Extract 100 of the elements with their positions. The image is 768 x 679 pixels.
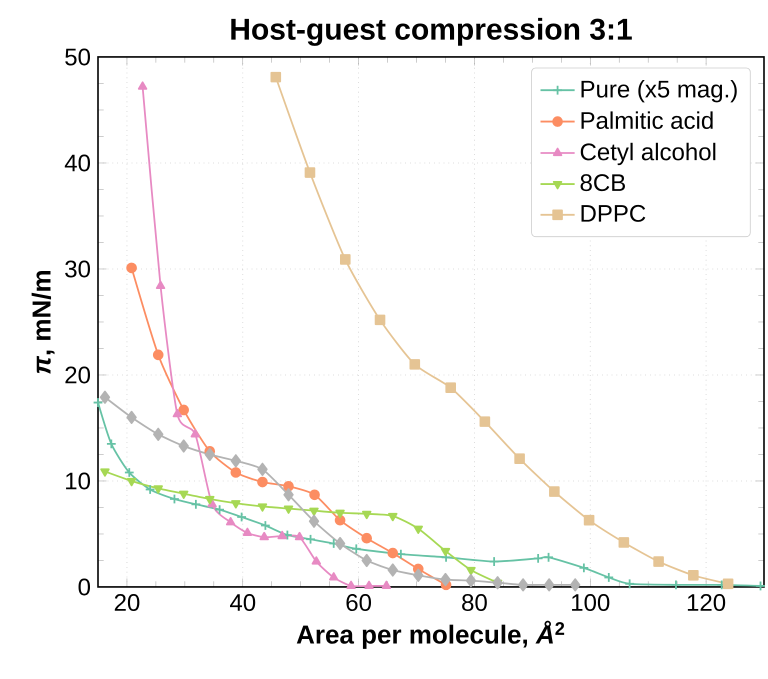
- point: [350, 544, 362, 554]
- point: [179, 490, 188, 499]
- point: [294, 532, 304, 540]
- point: [226, 517, 236, 526]
- y-tick-label: 30: [65, 260, 90, 278]
- point: [346, 580, 356, 590]
- point: [722, 578, 734, 590]
- point: [518, 578, 528, 592]
- point: [190, 429, 200, 438]
- x-tick-label: 60: [346, 594, 372, 612]
- point: [126, 262, 137, 274]
- point: [205, 496, 214, 504]
- point: [309, 489, 320, 500]
- point: [236, 512, 247, 522]
- point: [124, 467, 135, 478]
- point: [624, 578, 635, 590]
- point: [305, 534, 316, 545]
- point: [480, 416, 490, 427]
- point: [570, 578, 580, 592]
- point: [488, 556, 500, 567]
- point: [466, 566, 476, 576]
- point: [312, 556, 322, 565]
- point: [492, 576, 503, 590]
- point: [755, 580, 766, 592]
- point: [230, 454, 242, 468]
- point: [100, 390, 110, 404]
- point: [230, 467, 242, 478]
- point: [409, 359, 420, 370]
- y-tick-label: 10: [66, 472, 90, 490]
- y-tick-label: 0: [78, 578, 90, 596]
- y-tick-label: 20: [65, 366, 90, 384]
- point: [169, 494, 180, 504]
- point: [414, 526, 423, 534]
- point: [362, 510, 372, 520]
- point: [688, 570, 699, 581]
- point: [100, 468, 110, 477]
- point: [277, 530, 287, 540]
- y-axis-title: π, mN/m: [32, 271, 54, 374]
- point: [138, 81, 148, 90]
- point: [388, 563, 398, 577]
- point: [413, 568, 424, 582]
- x-tick-label: 20: [114, 594, 140, 612]
- point: [126, 410, 137, 424]
- point: [258, 503, 268, 512]
- point: [257, 462, 268, 476]
- point: [308, 514, 320, 528]
- point: [618, 537, 630, 548]
- point: [204, 448, 215, 462]
- point: [178, 404, 190, 416]
- point: [257, 476, 268, 488]
- point: [382, 580, 392, 590]
- point: [584, 514, 594, 526]
- point: [309, 508, 319, 516]
- x-tick-label: 80: [462, 594, 487, 612]
- x-tick-label: 40: [230, 594, 256, 612]
- point: [532, 553, 544, 564]
- legend-label: Pure (x5 mag.): [582, 80, 737, 102]
- point: [260, 532, 269, 540]
- point: [374, 314, 386, 326]
- point: [260, 520, 271, 531]
- point: [156, 280, 166, 290]
- point: [335, 510, 345, 518]
- point: [544, 578, 554, 592]
- x-axis-title: Area per molecule, Å$^{2}$: [296, 620, 564, 649]
- point: [270, 72, 282, 82]
- point: [334, 514, 346, 526]
- point: [340, 254, 351, 265]
- point: [284, 505, 294, 514]
- point: [178, 439, 189, 453]
- point: [514, 453, 525, 464]
- point: [466, 574, 476, 588]
- point: [364, 580, 374, 590]
- y-tick-label: 50: [65, 48, 90, 66]
- point: [578, 562, 590, 574]
- legend-label: 8CB: [580, 174, 625, 192]
- x-tick-label: 100: [572, 594, 610, 612]
- point: [388, 512, 398, 522]
- point: [440, 572, 451, 586]
- point: [603, 572, 614, 583]
- legend-label: Cetyl alcohol: [580, 142, 716, 166]
- point: [144, 484, 156, 495]
- point: [549, 486, 560, 497]
- point: [653, 556, 664, 567]
- point: [362, 554, 372, 568]
- point: [242, 528, 252, 536]
- point: [334, 536, 346, 550]
- point: [152, 350, 164, 360]
- point: [361, 532, 372, 544]
- point: [543, 552, 554, 563]
- point: [154, 485, 163, 494]
- point: [328, 572, 338, 581]
- point: [670, 580, 682, 590]
- point: [106, 438, 117, 450]
- legend-label: Palmitic acid: [582, 111, 713, 129]
- x-tick-label: 120: [688, 594, 726, 612]
- point: [283, 488, 294, 502]
- point: [304, 167, 316, 178]
- point: [445, 382, 456, 394]
- point: [92, 397, 104, 408]
- point: [387, 548, 398, 558]
